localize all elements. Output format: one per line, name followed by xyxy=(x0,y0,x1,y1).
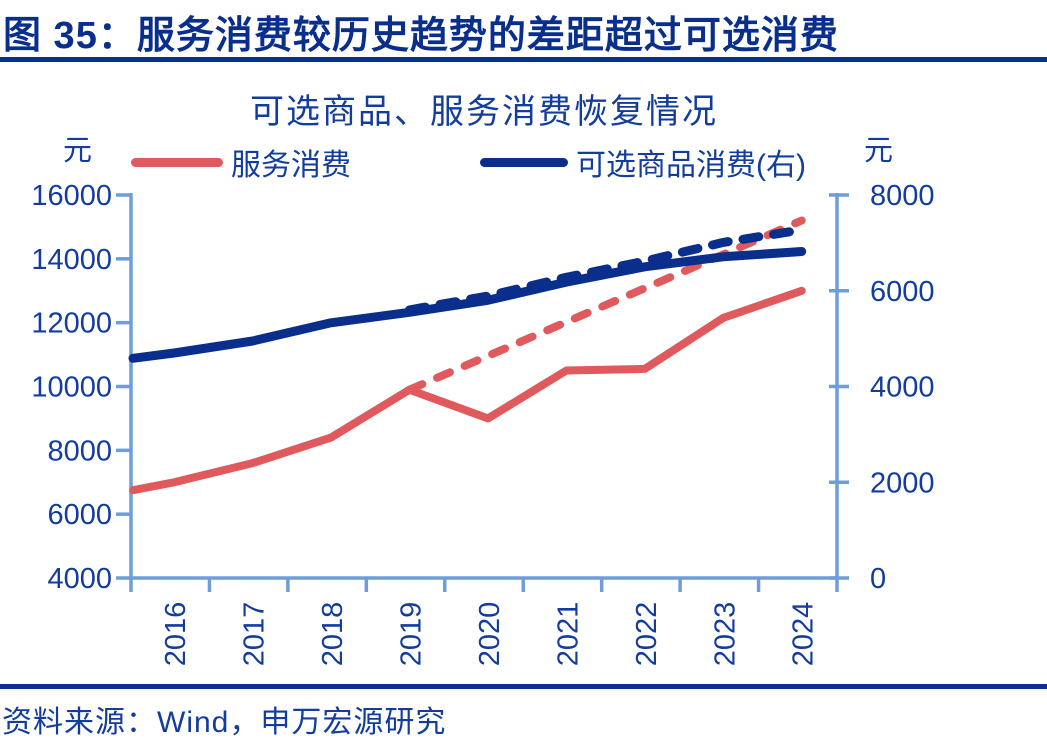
source-note: 资料来源：Wind，申万宏源研究 xyxy=(2,706,447,739)
header-divider xyxy=(0,57,1047,62)
series-line-1-dashed xyxy=(405,216,806,394)
right-axis-tick-label: 8000 xyxy=(870,180,935,212)
legend-label-optional-goods: 可选商品消费(右) xyxy=(576,149,806,182)
x-axis-year-label: 2023 xyxy=(709,602,741,667)
legend-swatch-navy-line xyxy=(480,157,568,167)
x-axis-year-label: 2018 xyxy=(317,602,349,667)
right-axis-tick-label: 2000 xyxy=(870,467,935,499)
x-axis-year-label: 2019 xyxy=(395,602,427,667)
series-line-0-solid xyxy=(129,286,806,495)
x-axis-year-label: 2024 xyxy=(788,602,820,667)
legend-swatch-red-line xyxy=(131,157,223,167)
right-axis-tick-label: 6000 xyxy=(870,276,935,308)
left-axis-tick-label: 4000 xyxy=(47,563,112,595)
left-axis-tick-label: 10000 xyxy=(31,372,112,404)
left-axis-tick-label: 12000 xyxy=(31,308,112,340)
x-axis-year-label: 2017 xyxy=(239,602,271,667)
chart-title: 可选商品、服务消费恢复情况 xyxy=(250,93,718,131)
series-line-2-solid xyxy=(128,247,807,363)
right-axis-unit: 元 xyxy=(864,135,894,167)
left-axis-tick-label: 16000 xyxy=(31,180,112,212)
right-axis-tick-label: 0 xyxy=(870,563,886,595)
x-axis-year-label: 2016 xyxy=(160,602,192,667)
legend-item-optional-goods: 可选商品消费(右) xyxy=(480,143,806,182)
x-axis-year-label: 2022 xyxy=(631,602,663,667)
left-axis-tick-label: 14000 xyxy=(31,244,112,276)
figure-title: 图 35：服务消费较历史趋势的差距超过可选消费 xyxy=(3,15,839,57)
x-axis-year-label: 2021 xyxy=(552,602,584,667)
left-axis-unit: 元 xyxy=(62,135,92,167)
x-axis-year-label: 2020 xyxy=(474,602,506,667)
legend-label-service: 服务消费 xyxy=(231,149,351,182)
bottom-divider xyxy=(0,684,1047,689)
legend-item-service: 服务消费 xyxy=(131,143,351,182)
left-axis-tick-label: 8000 xyxy=(47,435,112,467)
left-axis-tick-label: 6000 xyxy=(47,499,112,531)
right-axis-tick-label: 4000 xyxy=(870,372,935,404)
series-line-3-dashed xyxy=(405,225,807,315)
